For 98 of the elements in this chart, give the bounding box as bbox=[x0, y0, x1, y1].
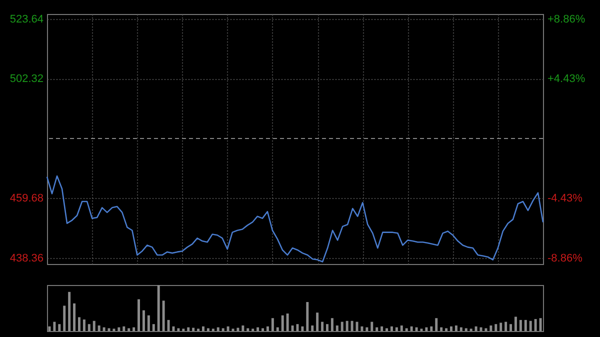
bar bbox=[445, 328, 448, 331]
y2-tick-label: +8.86% bbox=[548, 13, 586, 26]
bar bbox=[500, 322, 502, 331]
bar bbox=[167, 320, 170, 331]
bar bbox=[276, 327, 279, 331]
y-tick-label: 502.32 bbox=[10, 73, 44, 86]
bar bbox=[138, 299, 140, 331]
bar bbox=[82, 320, 86, 331]
bar bbox=[539, 318, 542, 331]
bar bbox=[360, 326, 364, 331]
bar bbox=[435, 318, 438, 331]
bar bbox=[386, 328, 388, 331]
y2-tick-label: +4.43% bbox=[548, 73, 586, 86]
bar bbox=[524, 320, 527, 331]
bar bbox=[286, 314, 289, 331]
y-tick-label: 523.64 bbox=[10, 13, 44, 26]
bar bbox=[132, 327, 136, 331]
bar bbox=[48, 326, 51, 331]
bar bbox=[490, 325, 492, 331]
bar bbox=[370, 322, 374, 331]
bar bbox=[350, 320, 354, 331]
bar bbox=[162, 300, 165, 331]
bar bbox=[376, 327, 378, 331]
bar bbox=[400, 325, 403, 331]
bar bbox=[291, 325, 294, 331]
bar bbox=[53, 322, 56, 331]
bar bbox=[172, 326, 175, 331]
line-series bbox=[46, 175, 544, 262]
bar bbox=[440, 327, 443, 331]
bar bbox=[534, 319, 537, 331]
bar bbox=[58, 324, 61, 331]
bar bbox=[242, 325, 244, 331]
bar bbox=[63, 306, 66, 331]
bar bbox=[78, 317, 80, 331]
bar bbox=[336, 325, 338, 331]
bar bbox=[206, 328, 210, 331]
bar bbox=[425, 327, 428, 331]
bar bbox=[529, 320, 532, 331]
bar bbox=[68, 292, 71, 331]
bar bbox=[460, 327, 462, 331]
bar bbox=[256, 327, 260, 331]
bar bbox=[390, 326, 393, 331]
bar bbox=[321, 322, 324, 331]
bar bbox=[88, 324, 90, 331]
bar bbox=[340, 322, 344, 331]
bar bbox=[296, 324, 299, 331]
bar bbox=[266, 326, 269, 331]
bar bbox=[464, 328, 468, 331]
bar bbox=[102, 327, 106, 331]
bar bbox=[410, 326, 413, 331]
bar bbox=[222, 328, 224, 331]
bar bbox=[510, 324, 512, 331]
bar bbox=[216, 327, 220, 331]
bar bbox=[202, 326, 204, 331]
bar bbox=[281, 315, 284, 331]
bar bbox=[236, 328, 240, 331]
bar bbox=[366, 327, 368, 331]
bar bbox=[142, 310, 145, 331]
bar bbox=[395, 327, 398, 331]
bar bbox=[306, 302, 309, 331]
bar bbox=[192, 328, 195, 331]
bar bbox=[316, 312, 319, 331]
bar bbox=[484, 328, 488, 331]
y2-tick-label: -4.43% bbox=[548, 192, 583, 205]
bar bbox=[246, 328, 250, 331]
bar bbox=[98, 325, 100, 331]
bar bbox=[454, 325, 458, 331]
y-tick-label: 438.36 bbox=[10, 252, 44, 264]
bar bbox=[128, 328, 130, 331]
bar bbox=[271, 318, 274, 331]
bar bbox=[187, 327, 190, 331]
y2-tick-label: -8.86% bbox=[548, 252, 583, 264]
bar bbox=[494, 324, 498, 331]
bar bbox=[430, 326, 433, 331]
bar bbox=[415, 327, 418, 331]
bar bbox=[405, 328, 408, 331]
bar bbox=[380, 326, 384, 331]
bar bbox=[474, 326, 478, 331]
bar bbox=[330, 318, 334, 331]
bar bbox=[157, 285, 160, 331]
bar bbox=[519, 320, 522, 331]
bar bbox=[122, 326, 126, 331]
bar bbox=[118, 327, 120, 331]
bar bbox=[73, 303, 76, 331]
bar bbox=[152, 324, 155, 331]
bar bbox=[226, 326, 230, 331]
bar bbox=[504, 322, 508, 331]
bar bbox=[301, 326, 304, 331]
y-tick-label: 459.68 bbox=[10, 192, 44, 205]
bar bbox=[262, 328, 264, 331]
bar bbox=[311, 325, 314, 331]
bar bbox=[450, 326, 452, 331]
bar bbox=[177, 328, 180, 331]
bar bbox=[92, 320, 96, 331]
bar bbox=[326, 324, 328, 331]
bar bbox=[147, 315, 150, 331]
bar bbox=[514, 316, 517, 331]
bar bbox=[346, 320, 348, 331]
